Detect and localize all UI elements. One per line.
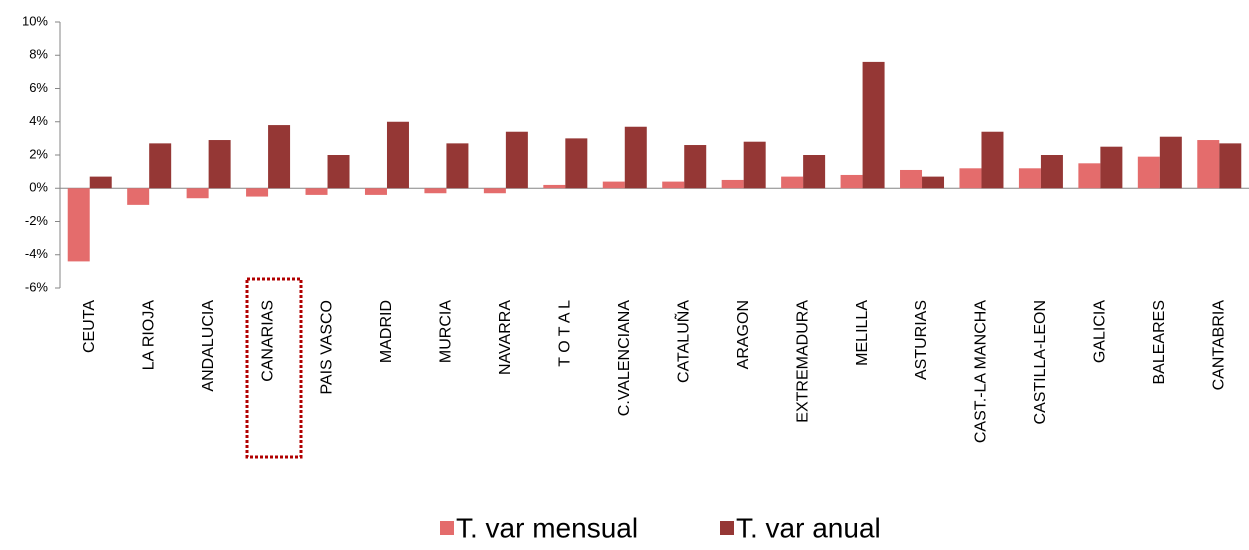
legend-label: T. var mensual — [456, 512, 638, 543]
x-tick-label: ASTURIAS — [913, 300, 930, 380]
y-tick-label: 0% — [29, 180, 48, 195]
bar — [781, 176, 804, 189]
bar — [1018, 168, 1041, 189]
y-tick-label: -4% — [25, 246, 49, 261]
x-tick-label: CANTABRIA — [1210, 300, 1227, 391]
y-tick-label: 2% — [29, 146, 48, 161]
legend-swatch — [440, 521, 454, 535]
x-tick-label: CASTILLA-LEON — [1032, 300, 1049, 424]
x-tick-label: NAVARRA — [497, 300, 514, 375]
bar — [1078, 163, 1101, 189]
bar — [386, 121, 409, 189]
bar — [127, 188, 150, 205]
x-tick-label: MADRID — [378, 300, 395, 363]
bar — [208, 140, 231, 189]
bar — [67, 188, 90, 262]
bar — [602, 181, 625, 189]
bar — [721, 179, 744, 189]
bar — [900, 169, 923, 189]
x-tick-label: ANDALUCIA — [200, 300, 217, 392]
bar — [543, 184, 566, 189]
x-tick-label: EXTREMADURA — [794, 300, 811, 423]
y-tick-label: 4% — [29, 113, 48, 128]
bar — [186, 188, 209, 199]
bar — [505, 131, 528, 189]
x-tick-label: MURCIA — [438, 300, 455, 363]
x-tick-label: GALICIA — [1092, 300, 1109, 363]
bar — [483, 188, 506, 194]
bar — [803, 155, 826, 189]
bar — [268, 125, 291, 189]
bar — [364, 188, 387, 195]
bar — [305, 188, 328, 195]
x-tick-label: CAST.-LA MANCHA — [973, 300, 990, 443]
x-tick-label: PAIS VASCO — [319, 300, 336, 395]
bar — [959, 168, 982, 189]
y-tick-label: -2% — [25, 213, 49, 228]
bar — [149, 143, 172, 189]
y-tick-label: 8% — [29, 47, 48, 62]
bar — [1197, 140, 1220, 189]
x-tick-label: ARAGON — [735, 300, 752, 369]
bar — [662, 181, 685, 189]
x-tick-label: CATALUÑA — [672, 300, 692, 383]
bar — [1040, 155, 1063, 189]
bar — [862, 61, 885, 189]
x-tick-label: CANARIAS — [259, 300, 276, 382]
bar — [1159, 136, 1182, 189]
bar — [922, 176, 945, 189]
bar — [327, 155, 350, 189]
bar — [89, 176, 112, 189]
bar — [424, 188, 447, 194]
x-tick-label: C.VALENCIANA — [616, 300, 633, 417]
bar — [1137, 156, 1160, 189]
x-tick-label: LA RIOJA — [140, 300, 157, 371]
x-tick-label: MELILLA — [854, 300, 871, 366]
bar — [743, 141, 766, 189]
y-tick-label: 6% — [29, 80, 48, 95]
highlight-box — [245, 277, 303, 459]
bar — [624, 126, 647, 189]
x-tick-label: CEUTA — [81, 300, 98, 353]
legend-swatch — [720, 521, 734, 535]
bar — [446, 143, 469, 189]
bar — [246, 188, 269, 197]
y-tick-label: -6% — [25, 279, 49, 294]
legend-label: T. var anual — [736, 512, 881, 543]
bar — [1219, 143, 1242, 189]
y-tick-label: 10% — [22, 13, 48, 28]
x-tick-label: BALEARES — [1151, 300, 1168, 384]
bar — [684, 145, 707, 189]
bar — [840, 174, 863, 189]
bar — [1100, 146, 1123, 189]
bar — [565, 138, 588, 189]
bar — [981, 131, 1004, 189]
x-tick-label: T O T A L — [557, 300, 574, 367]
